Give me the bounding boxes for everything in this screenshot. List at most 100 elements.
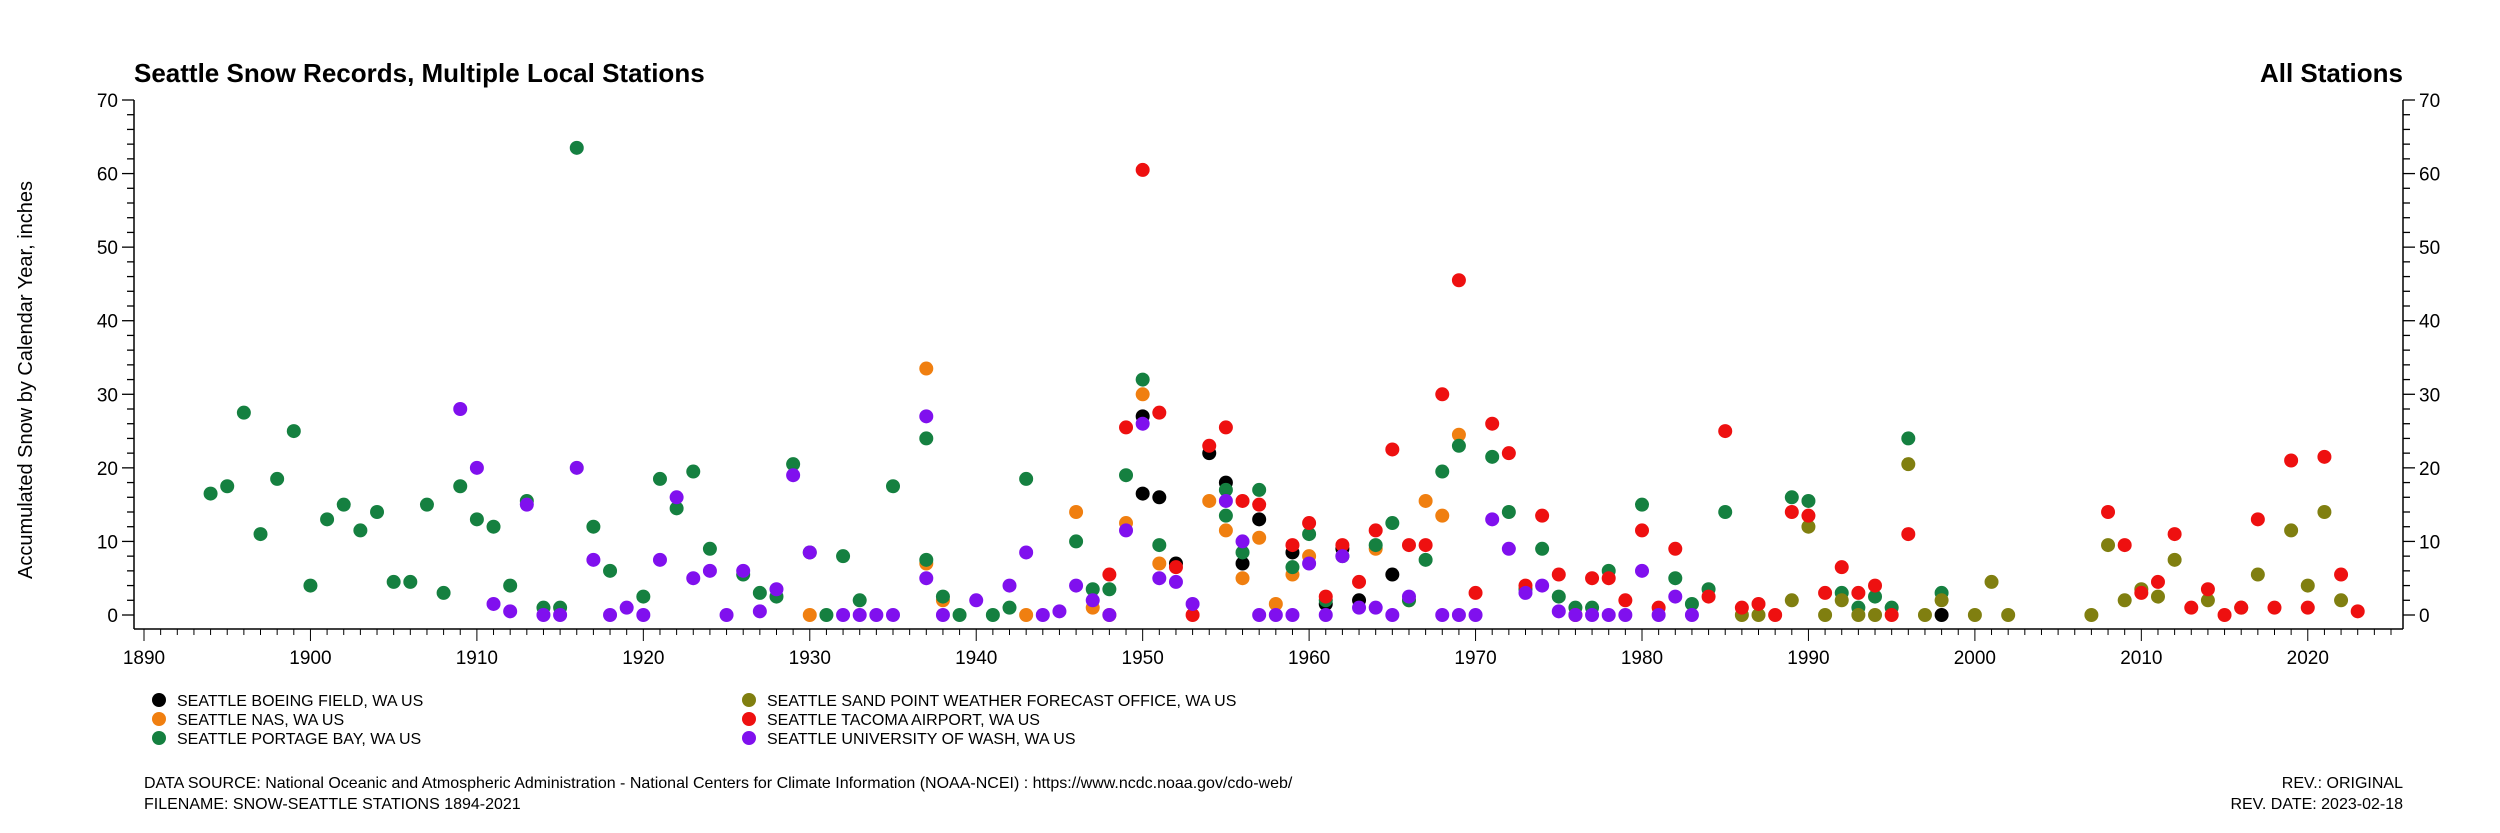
data-point <box>1085 593 1100 608</box>
data-point <box>1285 538 1300 553</box>
data-point <box>935 589 950 604</box>
data-point <box>1551 589 1566 604</box>
footer-rev: REV.: ORIGINAL <box>2282 775 2403 792</box>
data-point <box>1185 608 1200 622</box>
legend-label: SEATTLE UNIVERSITY OF WASH, WA US <box>767 731 1076 748</box>
y-tick-label-right: 50 <box>2419 238 2440 259</box>
data-point <box>1868 578 1883 593</box>
legend-marker <box>152 693 166 707</box>
data-point <box>1535 508 1550 523</box>
data-point <box>1684 596 1699 611</box>
data-point <box>586 519 601 534</box>
data-point <box>370 505 385 519</box>
data-point <box>1851 585 1866 600</box>
y-tick-label-left: 50 <box>97 238 118 259</box>
data-point <box>919 431 934 446</box>
legend: SEATTLE BOEING FIELD, WA US SEATTLE NAS, … <box>152 693 1236 748</box>
data-point <box>1235 571 1250 586</box>
data-point <box>2150 589 2165 604</box>
data-point <box>2300 578 2315 593</box>
data-point <box>1468 608 1483 622</box>
x-tick-label: 2020 <box>2287 648 2329 669</box>
data-point <box>1801 519 1816 534</box>
data-point <box>603 608 618 622</box>
data-point <box>1585 608 1600 622</box>
data-point <box>1085 582 1100 597</box>
data-point <box>919 361 934 376</box>
y-tick-label-left: 30 <box>97 385 118 406</box>
data-point <box>1069 505 1084 519</box>
data-point <box>1501 505 1516 519</box>
x-tick-label: 1920 <box>622 648 664 669</box>
data-point <box>1651 608 1666 622</box>
data-point <box>619 600 634 615</box>
data-point <box>1535 578 1550 593</box>
data-point <box>336 497 351 512</box>
legend-label: SEATTLE PORTAGE BAY, WA US <box>177 731 421 748</box>
data-point <box>1385 608 1400 622</box>
data-point <box>1485 449 1500 464</box>
data-points <box>203 140 2365 622</box>
data-point <box>1784 505 1799 519</box>
data-point <box>1302 516 1317 531</box>
data-point <box>985 608 1000 622</box>
data-point <box>1285 560 1300 575</box>
data-point <box>469 512 484 527</box>
data-point <box>1851 608 1866 622</box>
data-point <box>736 563 751 578</box>
data-point <box>702 541 717 556</box>
data-point <box>2200 582 2215 597</box>
data-point <box>2167 527 2182 542</box>
y-tick-label-left: 20 <box>97 459 118 480</box>
data-point <box>1152 490 1167 505</box>
y-axis-title: Accumulated Snow by Calendar Year, inche… <box>15 181 37 579</box>
data-point <box>1035 608 1050 622</box>
data-point <box>1218 508 1233 523</box>
data-point <box>1884 608 1899 622</box>
data-point <box>819 608 834 622</box>
data-point <box>1235 545 1250 560</box>
data-point <box>2084 608 2099 622</box>
x-tick-label: 1950 <box>1122 648 1164 669</box>
data-point <box>1535 541 1550 556</box>
x-tick-label: 1940 <box>955 648 997 669</box>
data-point <box>1069 578 1084 593</box>
data-point <box>652 552 667 567</box>
data-point <box>1818 608 1833 622</box>
data-point <box>586 552 601 567</box>
y-tick-label-right: 70 <box>2419 91 2440 112</box>
data-point <box>1102 608 1117 622</box>
data-point <box>2234 600 2249 615</box>
data-point <box>1152 571 1167 586</box>
data-point <box>1252 608 1267 622</box>
data-point <box>636 608 651 622</box>
data-point <box>1868 608 1883 622</box>
legend-marker <box>152 731 166 745</box>
data-point <box>752 604 767 619</box>
x-tick-label: 1960 <box>1288 648 1330 669</box>
legend-label: SEATTLE BOEING FIELD, WA US <box>177 693 423 710</box>
data-point <box>1218 420 1233 435</box>
data-point <box>1385 516 1400 531</box>
data-point <box>1135 162 1150 177</box>
data-point <box>1418 538 1433 553</box>
chart-title: Seattle Snow Records, Multiple Local Sta… <box>134 58 705 88</box>
data-point <box>1601 571 1616 586</box>
data-point <box>1285 608 1300 622</box>
x-tick-label: 1900 <box>289 648 331 669</box>
data-point <box>453 479 468 494</box>
x-tick-label: 1990 <box>1787 648 1829 669</box>
data-point <box>1268 596 1283 611</box>
data-point <box>1135 372 1150 387</box>
data-point <box>1801 508 1816 523</box>
data-point <box>1635 563 1649 578</box>
data-point <box>2317 449 2332 464</box>
data-point <box>2284 453 2299 468</box>
data-point <box>553 608 568 622</box>
data-point <box>1252 482 1267 497</box>
data-point <box>469 460 484 475</box>
data-point <box>1302 527 1317 542</box>
data-point <box>1368 538 1383 553</box>
data-point <box>752 585 767 600</box>
data-point <box>2001 608 2016 622</box>
